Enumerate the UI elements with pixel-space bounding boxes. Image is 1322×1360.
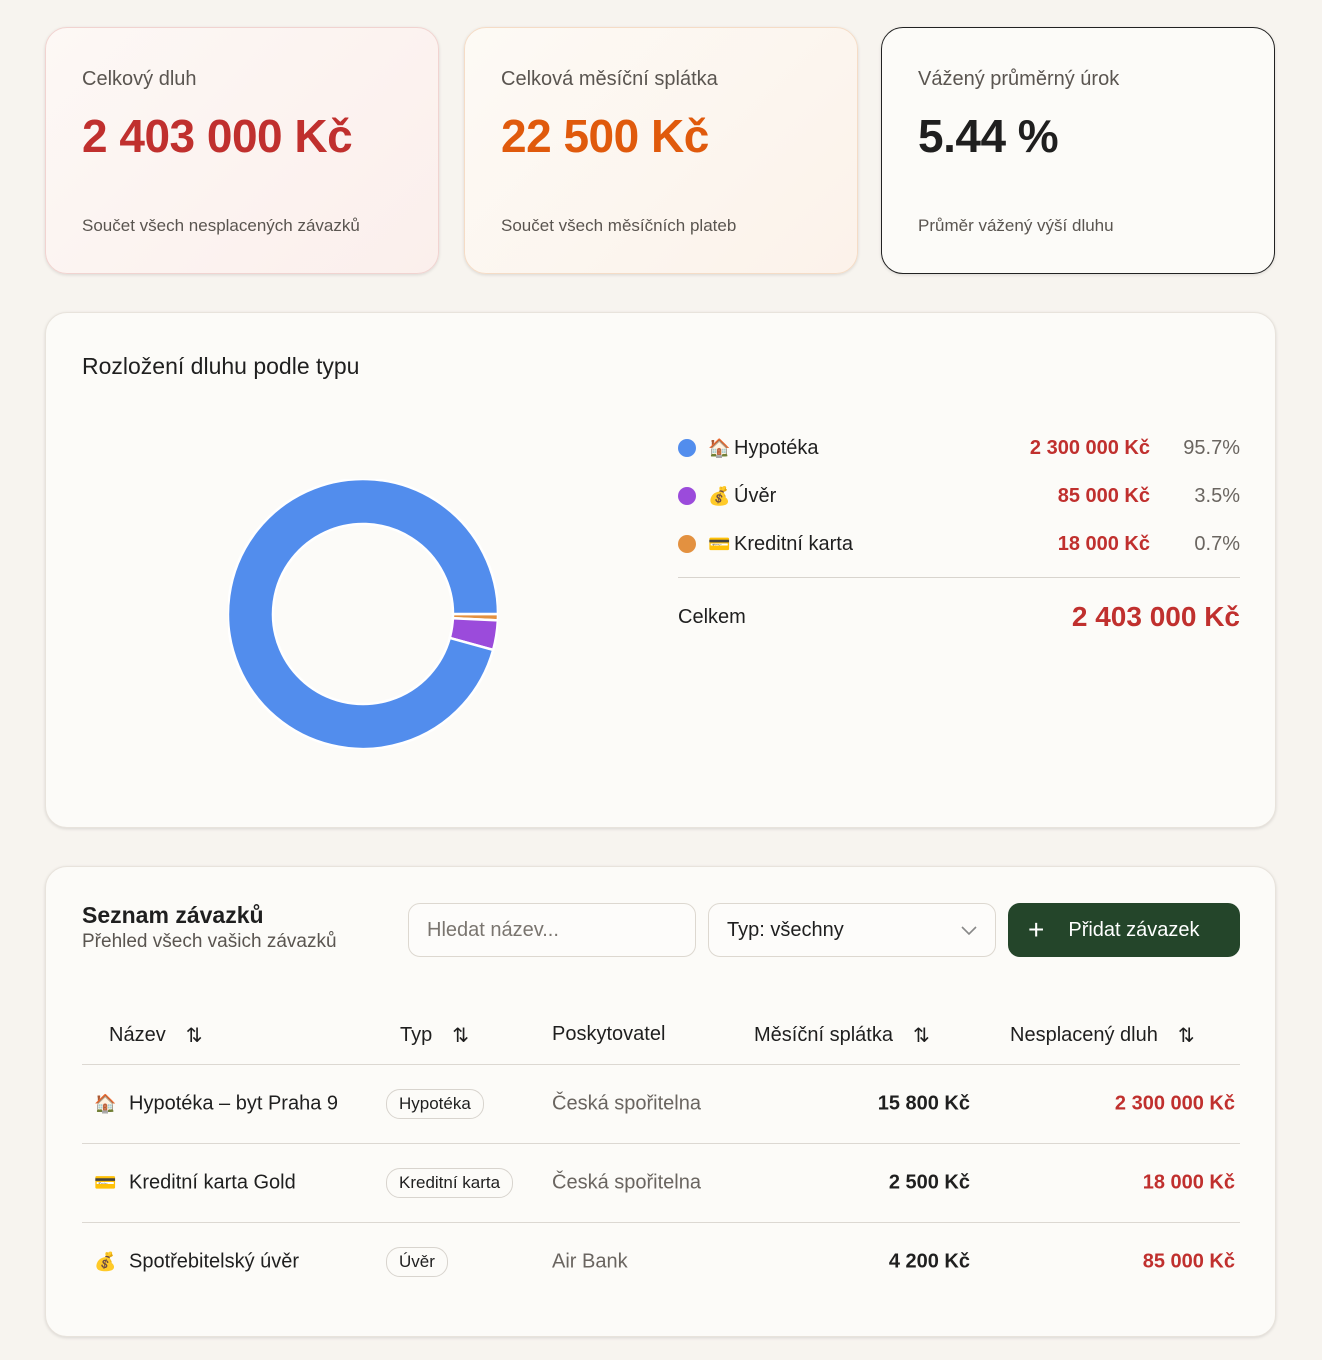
row-name: Spotřebitelský úvěr [129, 1250, 300, 1273]
house-icon: 🏠 [94, 1093, 117, 1114]
house-icon: 🏠 [708, 437, 731, 458]
total-label: Celkem [678, 605, 746, 628]
column-header-name[interactable]: Název ⇅ [109, 1023, 202, 1048]
row-debt: 85 000 Kč [1142, 1250, 1235, 1273]
type-badge: Úvěr [386, 1247, 448, 1277]
money-bag-icon: 💰 [94, 1251, 117, 1272]
stat-label: Celková měsíční splátka [501, 68, 718, 90]
table-row[interactable]: 💳 Kreditní karta Gold Kreditní karta Česká … [82, 1144, 1240, 1222]
legend-amount: 18 000 Kč [1057, 532, 1150, 555]
legend-item-hypoteka: 🏠 Hypotéka 2 300 000 Kč 95.7% [678, 433, 1240, 463]
type-badge: Kreditní karta [386, 1168, 514, 1198]
stat-value: 2 403 000 Kč [82, 110, 353, 162]
divider [678, 577, 1240, 578]
stat-sub: Součet všech měsíčních plateb [501, 216, 737, 235]
legend-label: Úvěr [734, 484, 777, 507]
row-provider: Česká spořitelna [552, 1171, 701, 1194]
divider [82, 1143, 1240, 1144]
sort-icon[interactable]: ⇅ [185, 1025, 203, 1047]
stat-value: 22 500 Kč [501, 110, 709, 162]
row-provider: Česká spořitelna [552, 1092, 701, 1115]
sort-icon[interactable]: ⇅ [1177, 1025, 1195, 1047]
type-badge: Hypotéka [386, 1089, 484, 1119]
money-bag-icon: 💰 [708, 485, 731, 506]
header-label: Měsíční splátka [754, 1024, 893, 1046]
chevron-down-icon [961, 919, 977, 942]
row-debt: 2 300 000 Kč [1114, 1092, 1235, 1115]
row-debt: 18 000 Kč [1142, 1171, 1235, 1194]
section-title: Seznam závazků [82, 902, 264, 928]
sort-icon[interactable]: ⇅ [452, 1025, 470, 1047]
legend-dot [678, 439, 696, 457]
stat-card-monthly-payment: Celková měsíční splátka 22 500 Kč Součet… [464, 27, 858, 274]
header-label: Poskytovatel [552, 1023, 666, 1045]
legend-percent: 3.5% [1194, 484, 1240, 507]
row-monthly: 15 800 Kč [877, 1092, 970, 1115]
column-header-provider: Poskytovatel [552, 1023, 665, 1046]
header-label: Název [109, 1024, 166, 1046]
debt-breakdown-card: Rozložení dluhu podle typu 🏠 Hypotéka 2 30… [45, 312, 1276, 828]
column-header-monthly[interactable]: Měsíční splátka ⇅ [754, 1023, 930, 1048]
header-label: Typ [400, 1024, 433, 1046]
section-title: Rozložení dluhu podle typu [82, 353, 360, 379]
row-name: Kreditní karta Gold [129, 1171, 296, 1194]
stat-card-weighted-rate: Vážený průměrný úrok 5.44 % Průměr vážen… [881, 27, 1275, 274]
legend-dot [678, 487, 696, 505]
table-row[interactable]: 🏠 Hypotéka – byt Praha 9 Hypotéka Česká spo… [82, 1065, 1240, 1143]
donut-chart [228, 479, 498, 749]
row-provider: Air Bank [552, 1250, 628, 1273]
table-row[interactable]: 💰 Spotřebitelský úvěr Úvěr Air Bank 4 200 Kč… [82, 1223, 1240, 1301]
legend-percent: 95.7% [1183, 436, 1240, 459]
row-name: Hypotéka – byt Praha 9 [129, 1092, 339, 1115]
divider [82, 1222, 1240, 1223]
donut-slice-hypotéka[interactable] [228, 479, 498, 749]
stat-sub: Součet všech nesplacených závazků [82, 216, 360, 235]
legend-item-kreditni-karta: 💳 Kreditní karta 18 000 Kč 0.7% [678, 529, 1240, 559]
stat-label: Vážený průměrný úrok [918, 68, 1120, 90]
legend-dot [678, 535, 696, 553]
column-header-debt[interactable]: Nesplacený dluh ⇅ [1010, 1023, 1195, 1048]
add-label: Přidat závazek [1068, 918, 1200, 941]
type-filter-value: Typ: všechny [727, 918, 844, 941]
sort-icon[interactable]: ⇅ [912, 1025, 930, 1047]
column-header-type[interactable]: Typ ⇅ [400, 1023, 469, 1048]
legend-total: Celkem 2 403 000 Kč [678, 601, 1240, 633]
total-value: 2 403 000 Kč [1071, 601, 1240, 632]
header-label: Nesplacený dluh [1010, 1024, 1158, 1046]
legend-amount: 2 300 000 Kč [1029, 436, 1150, 459]
credit-card-icon: 💳 [708, 533, 731, 554]
stat-value: 5.44 % [918, 110, 1059, 162]
legend-amount: 85 000 Kč [1057, 484, 1150, 507]
stat-sub: Průměr vážený výší dluhu [918, 216, 1114, 235]
row-monthly: 4 200 Kč [888, 1250, 970, 1273]
legend-percent: 0.7% [1194, 532, 1240, 555]
divider [82, 1064, 1240, 1065]
legend-label: Kreditní karta [734, 532, 853, 555]
plus-icon: + [1028, 914, 1045, 945]
search-placeholder: Hledat název... [427, 918, 559, 941]
search-input[interactable]: Hledat název... [408, 903, 696, 957]
credit-card-icon: 💳 [94, 1172, 117, 1193]
type-filter-select[interactable]: Typ: všechny [708, 903, 996, 957]
legend-item-uver: 💰 Úvěr 85 000 Kč 3.5% [678, 481, 1240, 511]
add-debt-button[interactable]: + Přidat závazek [1008, 903, 1240, 957]
stat-label: Celkový dluh [82, 68, 197, 90]
section-subtitle: Přehled všech vašich závazků [82, 931, 337, 952]
row-monthly: 2 500 Kč [888, 1171, 970, 1194]
legend-label: Hypotéka [734, 436, 819, 459]
debt-list-card: Seznam závazků Přehled všech vašich záva… [45, 866, 1276, 1337]
stat-card-total-debt: Celkový dluh 2 403 000 Kč Součet všech n… [45, 27, 439, 274]
